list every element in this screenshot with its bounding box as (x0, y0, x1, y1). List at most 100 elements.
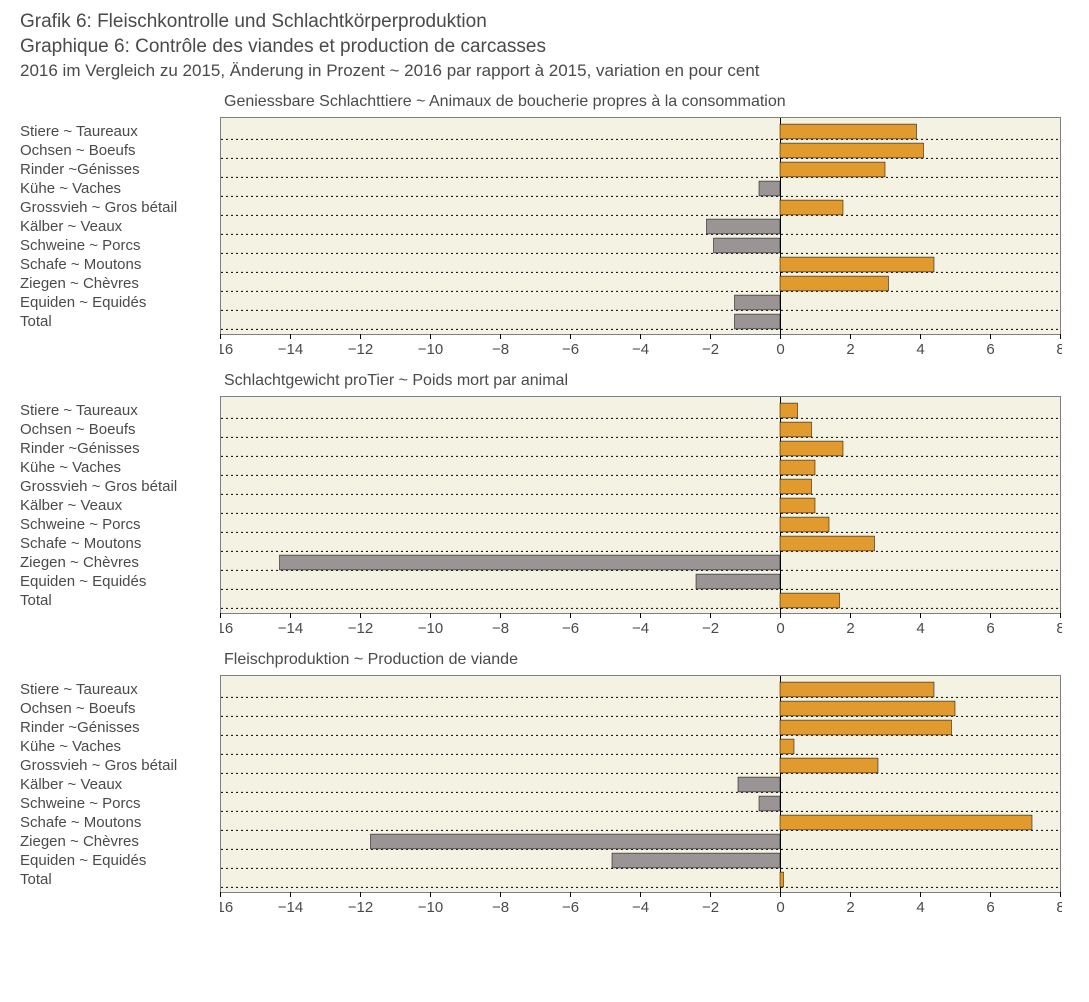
chart-title: Geniessbare Schlachttiere ~ Animaux de b… (220, 93, 1069, 117)
x-tick-label: −12 (348, 899, 373, 916)
bar (780, 536, 875, 551)
x-tick-label: 2 (846, 899, 854, 916)
x-tick-label: 2 (846, 620, 854, 637)
bar (780, 872, 784, 887)
x-tick-label: −16 (220, 620, 233, 637)
category-label: Schafe ~ Moutons (20, 534, 220, 553)
bar (707, 219, 781, 234)
x-tick-label: −8 (492, 899, 509, 916)
x-tick-label: −12 (348, 341, 373, 358)
chart-panel: Stiere ~ TaureauxOchsen ~ BoeufsRinder ~… (20, 651, 1069, 920)
x-tick-label: 4 (916, 620, 924, 637)
bar (780, 701, 955, 716)
bar-chart: −16−14−12−10−8−6−4−202468 (220, 675, 1062, 920)
x-tick-label: −8 (492, 341, 509, 358)
x-tick-label: 6 (986, 620, 994, 637)
bar (780, 200, 843, 215)
category-label: Rinder ~Génisses (20, 718, 220, 737)
x-tick-label: −8 (492, 620, 509, 637)
category-label: Equiden ~ Equidés (20, 851, 220, 870)
category-label: Ziegen ~ Chèvres (20, 832, 220, 851)
category-label: Kälber ~ Veaux (20, 217, 220, 236)
category-label: Ziegen ~ Chèvres (20, 553, 220, 572)
bar-chart: −16−14−12−10−8−6−4−202468 (220, 117, 1062, 362)
x-tick-label: −16 (220, 341, 233, 358)
bar (780, 460, 815, 475)
category-label: Ochsen ~ Boeufs (20, 420, 220, 439)
bar (371, 834, 781, 849)
bar (714, 238, 781, 253)
bar (780, 720, 952, 735)
title-fr: Graphique 6: Contrôle des viandes et pro… (20, 35, 1069, 60)
category-label: Rinder ~Génisses (20, 439, 220, 458)
x-tick-label: −6 (562, 620, 579, 637)
bar (780, 422, 812, 437)
category-label: Ochsen ~ Boeufs (20, 699, 220, 718)
title-de: Grafik 6: Fleischkontrolle und Schlachtk… (20, 10, 1069, 35)
category-label: Total (20, 591, 220, 610)
category-label: Ziegen ~ Chèvres (20, 274, 220, 293)
x-tick-label: 0 (776, 899, 784, 916)
x-tick-label: −6 (562, 341, 579, 358)
category-label: Stiere ~ Taureaux (20, 122, 220, 141)
category-label: Total (20, 312, 220, 331)
bar-chart: −16−14−12−10−8−6−4−202468 (220, 396, 1062, 641)
x-tick-label: 4 (916, 899, 924, 916)
x-tick-label: 6 (986, 899, 994, 916)
x-tick-label: −14 (278, 620, 303, 637)
bar (780, 441, 843, 456)
subtitle: 2016 im Vergleich zu 2015, Änderung in P… (20, 61, 1069, 81)
category-label: Rinder ~Génisses (20, 160, 220, 179)
category-label: Grossvieh ~ Gros bétail (20, 198, 220, 217)
x-tick-label: 8 (1056, 341, 1062, 358)
category-label: Schweine ~ Porcs (20, 236, 220, 255)
category-label: Schafe ~ Moutons (20, 813, 220, 832)
chart-title: Schlachtgewicht proTier ~ Poids mort par… (220, 372, 1069, 396)
category-label: Grossvieh ~ Gros bétail (20, 477, 220, 496)
x-tick-label: −14 (278, 899, 303, 916)
x-tick-label: −16 (220, 899, 233, 916)
bar (696, 574, 780, 589)
x-tick-label: −10 (418, 899, 443, 916)
x-tick-label: −6 (562, 899, 579, 916)
category-label: Ochsen ~ Boeufs (20, 141, 220, 160)
chart-panel: Stiere ~ TaureauxOchsen ~ BoeufsRinder ~… (20, 93, 1069, 362)
bar (780, 498, 815, 513)
bar (780, 682, 934, 697)
bar (735, 314, 781, 329)
category-label: Stiere ~ Taureaux (20, 680, 220, 699)
x-tick-label: −12 (348, 620, 373, 637)
bar (780, 593, 840, 608)
category-label: Equiden ~ Equidés (20, 572, 220, 591)
x-tick-label: −4 (632, 899, 649, 916)
category-label: Schweine ~ Porcs (20, 515, 220, 534)
chart-title: Fleischproduktion ~ Production de viande (220, 651, 1069, 675)
x-tick-label: 0 (776, 620, 784, 637)
bar (780, 739, 794, 754)
category-label: Schafe ~ Moutons (20, 255, 220, 274)
x-tick-label: 0 (776, 341, 784, 358)
x-tick-label: −2 (702, 899, 719, 916)
bar (780, 403, 798, 418)
x-tick-label: 4 (916, 341, 924, 358)
category-label: Kälber ~ Veaux (20, 496, 220, 515)
bar (780, 124, 917, 139)
category-labels: Stiere ~ TaureauxOchsen ~ BoeufsRinder ~… (20, 93, 220, 331)
category-label: Equiden ~ Equidés (20, 293, 220, 312)
x-tick-label: −4 (632, 620, 649, 637)
bar (780, 815, 1032, 830)
bar (780, 758, 878, 773)
category-label: Kälber ~ Veaux (20, 775, 220, 794)
bar (780, 162, 885, 177)
chart-panel: Stiere ~ TaureauxOchsen ~ BoeufsRinder ~… (20, 372, 1069, 641)
bar (780, 257, 934, 272)
bar (280, 555, 781, 570)
bar (738, 777, 780, 792)
x-tick-label: −2 (702, 341, 719, 358)
category-labels: Stiere ~ TaureauxOchsen ~ BoeufsRinder ~… (20, 372, 220, 610)
x-tick-label: 6 (986, 341, 994, 358)
category-label: Kühe ~ Vaches (20, 737, 220, 756)
category-label: Total (20, 870, 220, 889)
x-tick-label: −4 (632, 341, 649, 358)
bar (780, 276, 889, 291)
